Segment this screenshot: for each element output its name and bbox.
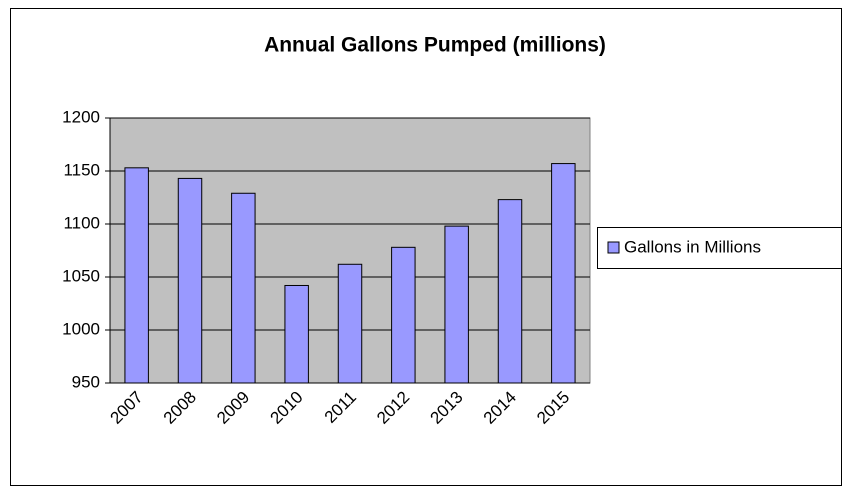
y-tick-label: 950: [72, 372, 100, 391]
bar: [231, 192, 256, 384]
y-tick-label: 1150: [63, 160, 100, 179]
legend-box: [597, 227, 842, 269]
y-tick-label: 1200: [62, 107, 100, 126]
bar: [551, 163, 576, 384]
legend-label: Gallons in Millions: [624, 237, 761, 256]
chart-title: Annual Gallons Pumped (millions): [264, 34, 606, 57]
bar: [337, 263, 363, 384]
bar: [497, 199, 523, 384]
bar: [444, 225, 469, 384]
bar: [284, 284, 309, 384]
bar: [124, 167, 149, 384]
y-tick-label: 1050: [62, 266, 100, 285]
bar: [391, 246, 416, 384]
y-tick-label: 1000: [62, 319, 100, 338]
legend-swatch: [607, 241, 620, 254]
bar: [177, 177, 203, 384]
y-tick-label: 1100: [63, 213, 100, 232]
